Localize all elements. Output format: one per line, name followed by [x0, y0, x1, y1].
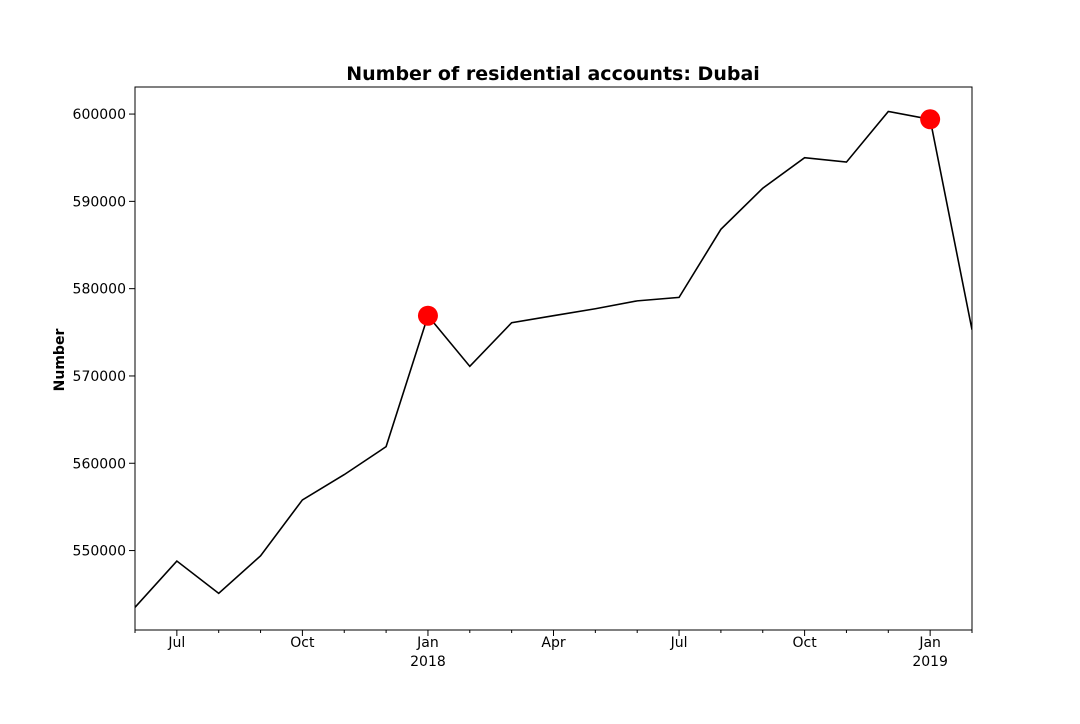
y-tick-label: 600000	[73, 107, 126, 123]
x-tick-label: Jan	[416, 635, 439, 651]
series-line	[135, 110, 972, 608]
plot-area	[135, 109, 972, 608]
plot-frame	[134, 86, 973, 631]
y-axis-label: Number	[52, 329, 68, 392]
y-tick-label: 570000	[73, 369, 126, 385]
highlight-point	[920, 109, 941, 130]
x-tick-label: Jul	[167, 635, 185, 651]
x-axis: Jul Oct Jan 2018 Apr Jul Oct Jan 2019	[134, 630, 973, 670]
y-tick-label: 550000	[73, 544, 126, 560]
y-tick-label: 590000	[73, 194, 126, 210]
x-tick-label: Oct	[290, 635, 315, 651]
x-tick-label: Apr	[541, 635, 565, 651]
y-tick-label: 560000	[73, 456, 126, 472]
x-tick-year-label: 2018	[410, 654, 446, 670]
y-axis: 550000 560000 570000 580000 590000 600000	[73, 107, 135, 560]
x-tick-year-label: 2019	[912, 654, 948, 670]
x-tick-label: Jul	[670, 635, 688, 651]
x-tick-label: Jan	[918, 635, 941, 651]
highlight-point	[417, 305, 438, 326]
x-tick-label: Oct	[792, 635, 817, 651]
y-tick-label: 580000	[73, 282, 126, 298]
chart-title: Number of residential accounts: Dubai	[346, 63, 760, 85]
